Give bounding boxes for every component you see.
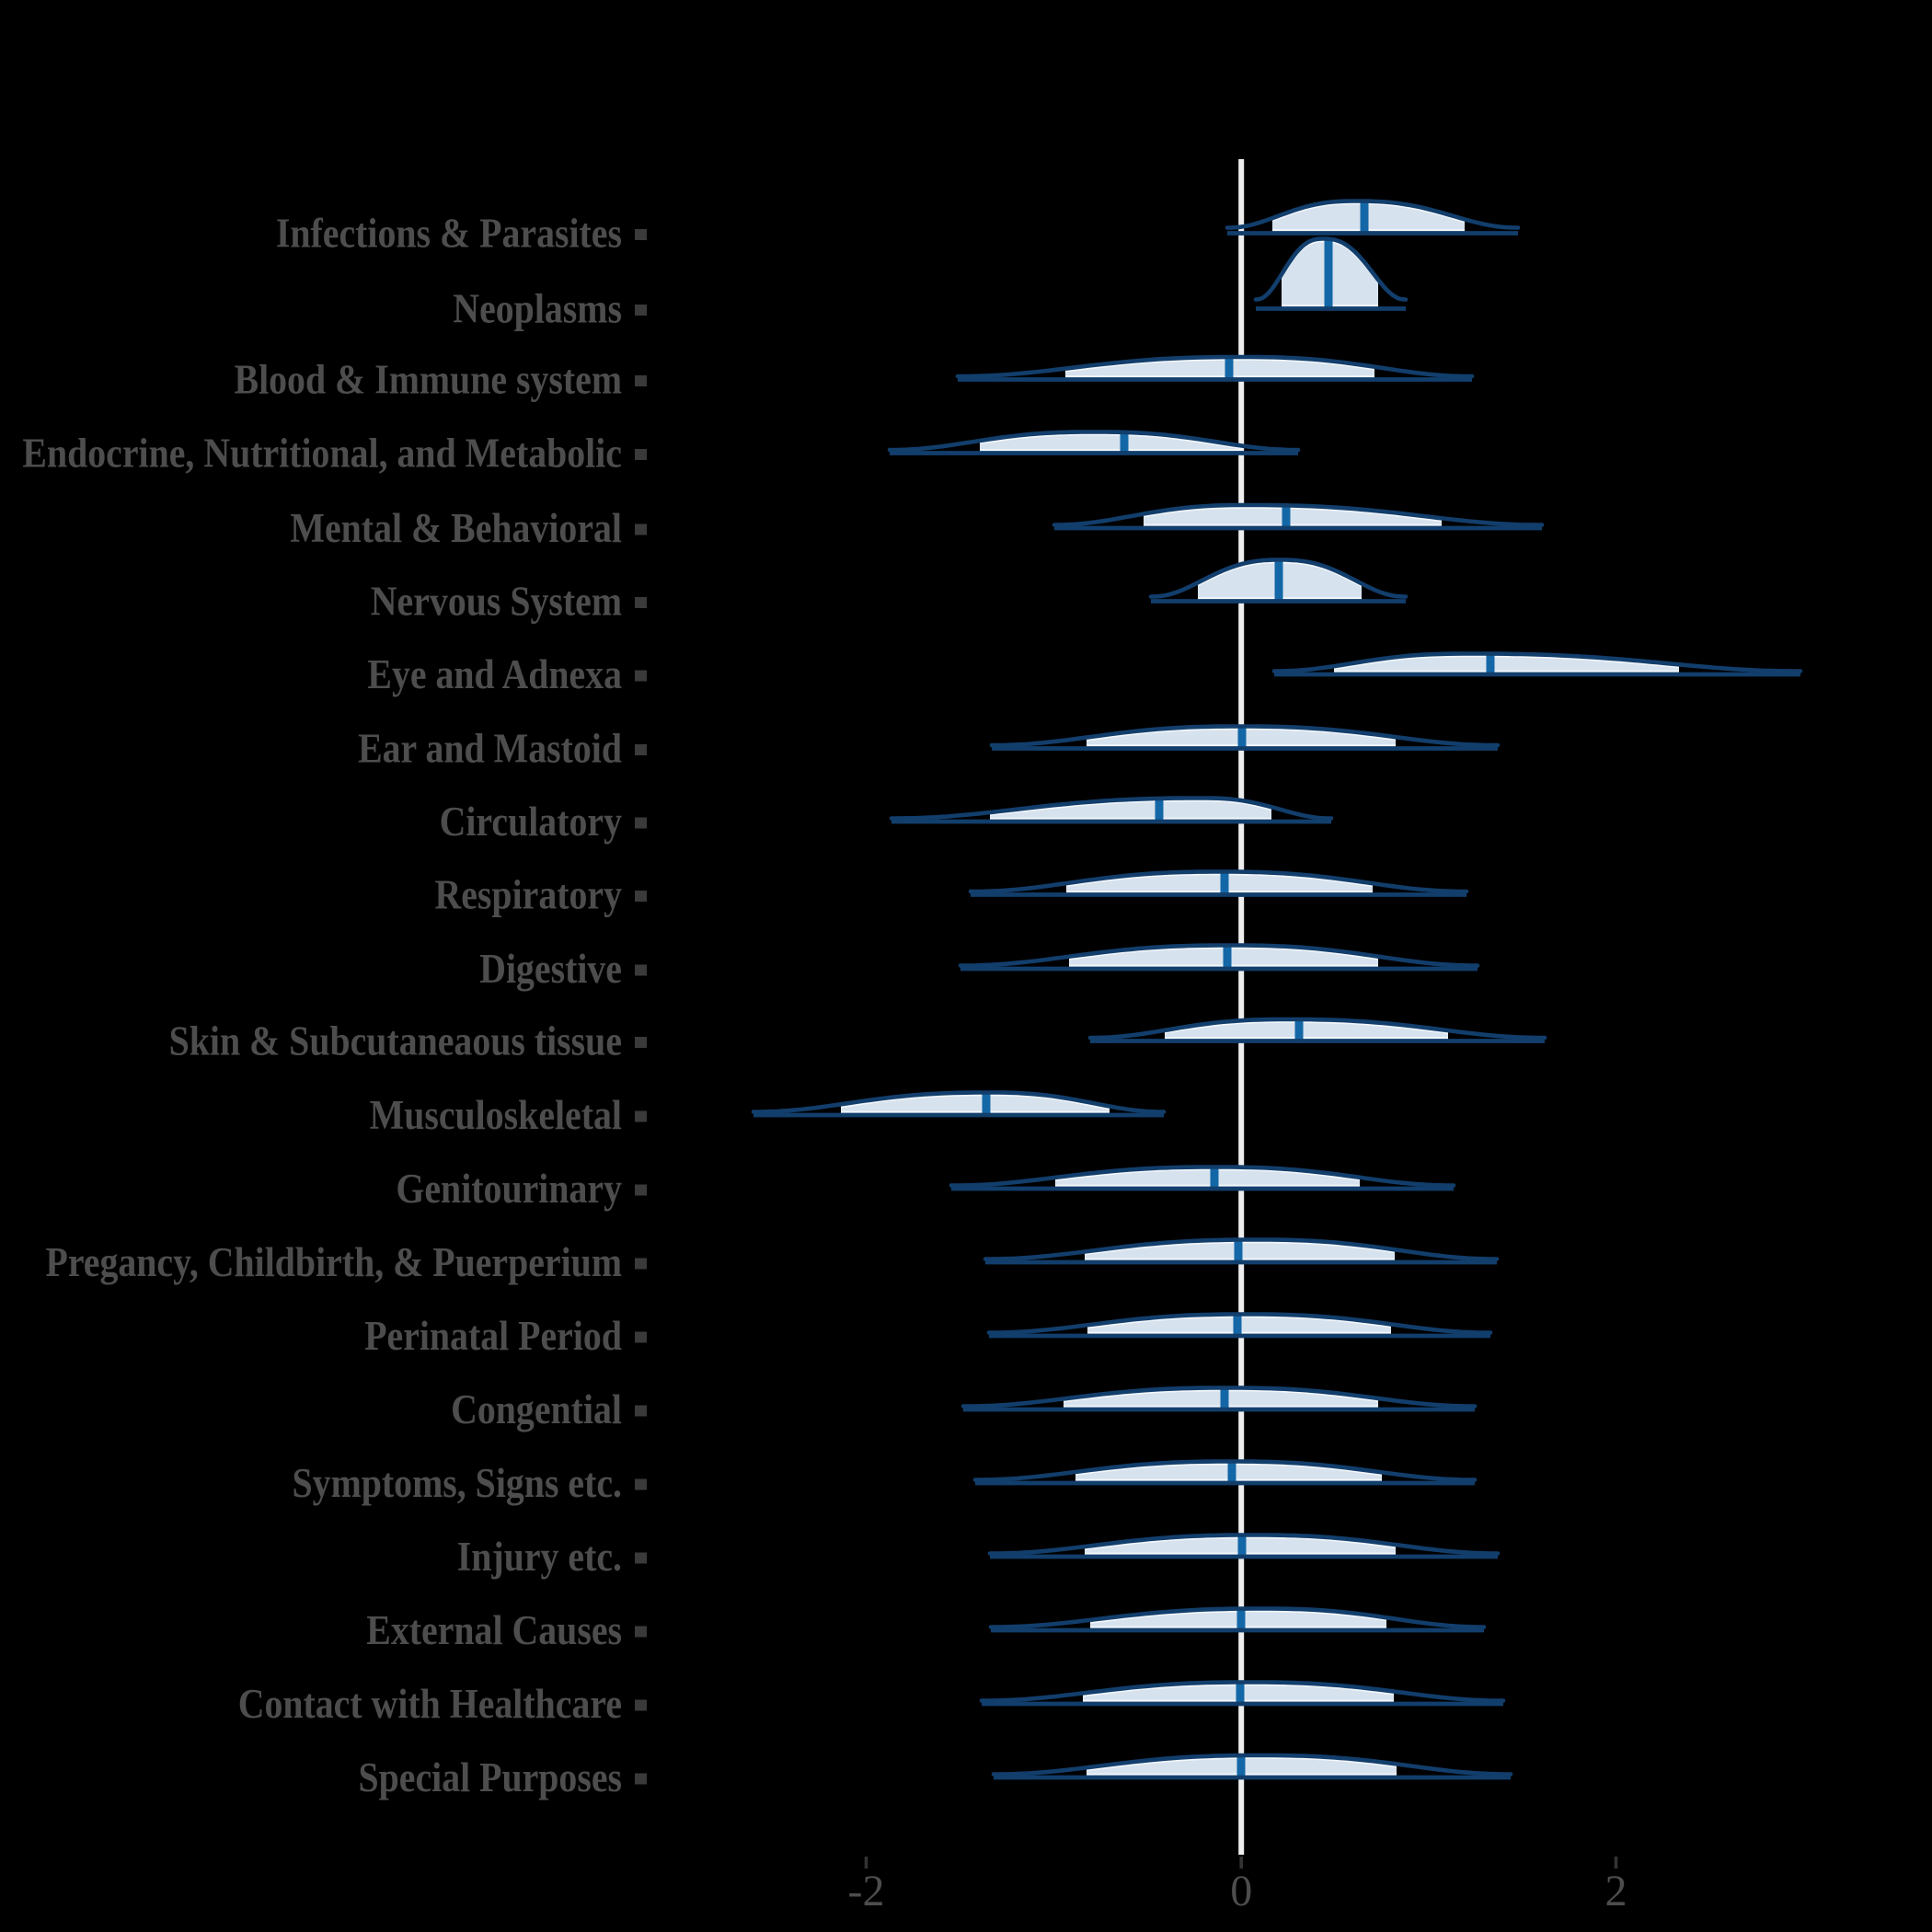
svg-text:Infections & Parasites: Infections & Parasites — [276, 211, 622, 257]
svg-text:Musculoskeletal: Musculoskeletal — [370, 1092, 622, 1138]
svg-text:Digestive: Digestive — [479, 946, 622, 992]
svg-text:Mental & Behavioral: Mental & Behavioral — [290, 505, 622, 551]
svg-text:Contact with Healthcare: Contact with Healthcare — [238, 1681, 622, 1727]
svg-text:2: 2 — [1605, 1867, 1627, 1915]
svg-text:Symptoms, Signs etc.: Symptoms, Signs etc. — [293, 1460, 623, 1506]
svg-text:External Causes: External Causes — [366, 1607, 622, 1653]
svg-text:Circulatory: Circulatory — [440, 799, 623, 845]
svg-text:Skin & Subcutaneaous tissue: Skin & Subcutaneaous tissue — [169, 1018, 622, 1064]
svg-text:Genitourinary: Genitourinary — [396, 1166, 622, 1212]
svg-text:Respiratory: Respiratory — [435, 872, 623, 918]
svg-text:Perinatal Period: Perinatal Period — [364, 1313, 622, 1359]
svg-text:Blood & Immune system: Blood & Immune system — [235, 357, 623, 403]
svg-text:Nervous System: Nervous System — [371, 579, 622, 625]
svg-text:Ear and Mastoid: Ear and Mastoid — [358, 726, 622, 772]
svg-text:Special Purposes: Special Purposes — [359, 1754, 623, 1800]
svg-text:Endocrine, Nutritional, and Me: Endocrine, Nutritional, and Metabolic — [22, 431, 622, 477]
svg-text:0: 0 — [1230, 1867, 1252, 1915]
svg-text:Injury etc.: Injury etc. — [457, 1534, 622, 1580]
svg-text:Congential: Congential — [451, 1386, 622, 1432]
svg-text:-2: -2 — [848, 1867, 885, 1915]
svg-text:Eye and Adnexa: Eye and Adnexa — [367, 651, 622, 697]
svg-text:Pregancy, Childbirth, & Puerpe: Pregancy, Childbirth, & Puerperium — [46, 1239, 623, 1285]
svg-text:Neoplasms: Neoplasms — [453, 286, 622, 332]
